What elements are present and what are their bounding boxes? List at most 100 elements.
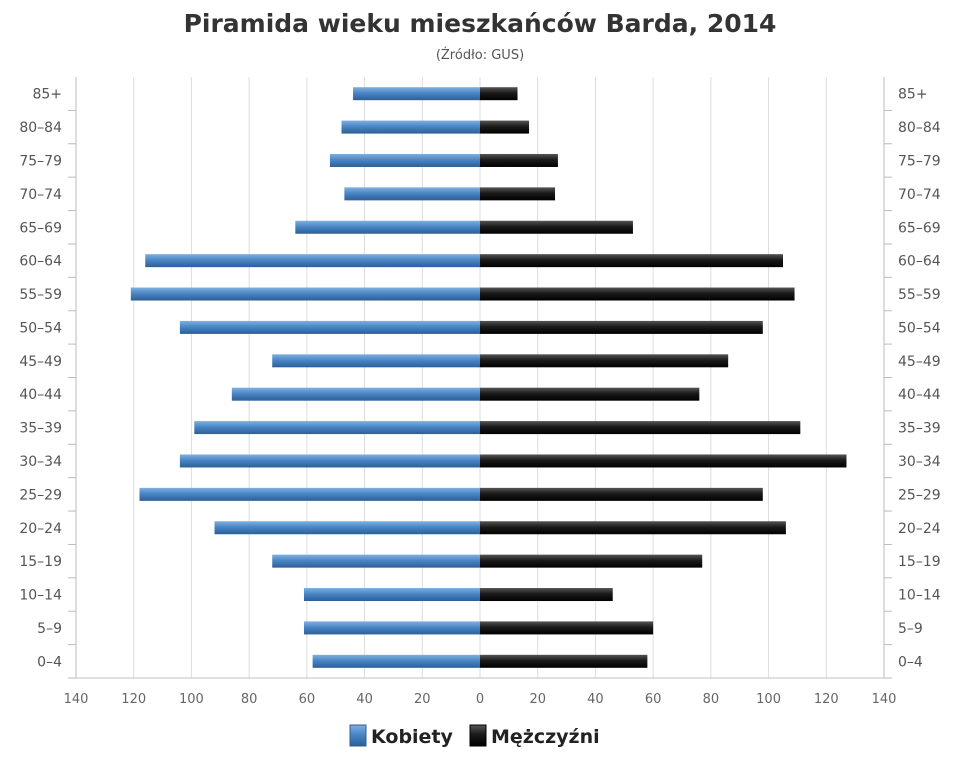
category-label-right: 25–29 bbox=[898, 487, 941, 503]
bar-kobiety bbox=[303, 621, 480, 635]
category-label-right: 30–34 bbox=[898, 454, 941, 470]
category-label-left: 0–4 bbox=[37, 654, 62, 670]
axes bbox=[68, 77, 892, 679]
bar-mezczyzni bbox=[480, 387, 700, 401]
category-label-right: 65–69 bbox=[898, 220, 941, 236]
x-tick-label: 100 bbox=[179, 692, 204, 707]
bar-mezczyzni bbox=[480, 421, 801, 435]
x-tick-labels: 140 120 100 80 60 40 20 0 20 40 60 80 100 120 140 bbox=[64, 692, 897, 707]
category-label-left: 10–14 bbox=[19, 588, 62, 604]
bars bbox=[130, 87, 847, 668]
category-label-left: 45–49 bbox=[19, 354, 62, 370]
gridlines bbox=[75, 77, 885, 678]
category-label-right: 45–49 bbox=[898, 354, 941, 370]
bar-kobiety bbox=[312, 654, 480, 668]
category-label-right: 55–59 bbox=[898, 287, 941, 303]
bar-kobiety bbox=[303, 588, 480, 602]
bar-mezczyzni bbox=[480, 354, 729, 368]
x-tick-label: 120 bbox=[814, 692, 839, 707]
category-label-left: 5–9 bbox=[37, 621, 62, 637]
category-label-left: 80–84 bbox=[19, 120, 62, 136]
bar-mezczyzni bbox=[480, 187, 556, 201]
category-label-right: 80–84 bbox=[898, 120, 941, 136]
bar-kobiety bbox=[130, 287, 481, 301]
category-label-right: 40–44 bbox=[898, 387, 941, 403]
x-tick-label: 20 bbox=[414, 692, 431, 707]
bar-kobiety bbox=[272, 354, 480, 368]
category-label-right: 50–54 bbox=[898, 320, 941, 336]
category-label-left: 15–19 bbox=[19, 554, 62, 570]
bar-kobiety bbox=[145, 254, 480, 268]
bar-kobiety bbox=[344, 187, 480, 201]
bar-kobiety bbox=[179, 320, 480, 334]
x-tick-label: 120 bbox=[121, 692, 146, 707]
bar-kobiety bbox=[272, 554, 480, 568]
legend-swatch-kobiety bbox=[349, 724, 367, 747]
category-label-right: 20–24 bbox=[898, 521, 941, 537]
category-label-left: 30–34 bbox=[19, 454, 62, 470]
category-label-right: 5–9 bbox=[898, 621, 923, 637]
bar-kobiety bbox=[194, 421, 481, 435]
bar-kobiety bbox=[329, 153, 480, 167]
bar-mezczyzni bbox=[480, 521, 786, 535]
bar-mezczyzni bbox=[480, 454, 847, 468]
x-tick-label: 100 bbox=[756, 692, 781, 707]
x-tick-label: 0 bbox=[476, 692, 484, 707]
category-label-left: 55–59 bbox=[19, 287, 62, 303]
bar-kobiety bbox=[214, 521, 480, 535]
x-tick-label: 40 bbox=[356, 692, 373, 707]
bar-kobiety bbox=[139, 487, 480, 501]
bar-mezczyzni bbox=[480, 654, 648, 668]
category-label-right: 60–64 bbox=[898, 254, 941, 270]
category-label-left: 70–74 bbox=[19, 187, 62, 203]
bar-mezczyzni bbox=[480, 220, 633, 234]
category-label-right: 0–4 bbox=[898, 654, 923, 670]
bar-mezczyzni bbox=[480, 621, 654, 635]
legend-swatch-mezczyzni bbox=[469, 724, 487, 747]
category-label-right: 10–14 bbox=[898, 588, 941, 604]
bar-mezczyzni bbox=[480, 287, 795, 301]
bar-kobiety bbox=[341, 120, 480, 134]
bar-mezczyzni bbox=[480, 120, 530, 134]
category-label-left: 25–29 bbox=[19, 487, 62, 503]
x-tick-label: 60 bbox=[299, 692, 316, 707]
category-label-left: 40–44 bbox=[19, 387, 62, 403]
chart-title: Piramida wieku mieszkańców Barda, 2014 bbox=[184, 9, 777, 38]
bar-mezczyzni bbox=[480, 254, 783, 268]
bar-kobiety bbox=[353, 87, 480, 101]
category-label-left: 60–64 bbox=[19, 254, 62, 270]
x-tick-label: 80 bbox=[703, 692, 720, 707]
x-tick-label: 140 bbox=[64, 692, 89, 707]
category-label-right: 15–19 bbox=[898, 554, 941, 570]
x-tick-label: 20 bbox=[529, 692, 546, 707]
category-label-right: 75–79 bbox=[898, 153, 941, 169]
category-label-left: 85+ bbox=[32, 87, 62, 103]
bar-mezczyzni bbox=[480, 554, 703, 568]
bar-mezczyzni bbox=[480, 487, 763, 501]
legend-label-mezczyzni: Mężczyźni bbox=[491, 726, 600, 748]
x-tick-label: 80 bbox=[241, 692, 258, 707]
legend-label-kobiety: Kobiety bbox=[371, 726, 454, 748]
category-label-right: 85+ bbox=[898, 87, 928, 103]
bar-mezczyzni bbox=[480, 153, 558, 167]
bar-mezczyzni bbox=[480, 320, 763, 334]
bar-mezczyzni bbox=[480, 588, 613, 602]
legend: Kobiety Mężczyźni bbox=[349, 724, 600, 748]
x-tick-label: 60 bbox=[645, 692, 662, 707]
category-label-right: 35–39 bbox=[898, 421, 941, 437]
category-labels: 85+ 85+ 80–84 80–84 75–79 75–79 70–74 70–74 65–6… bbox=[19, 87, 940, 671]
category-label-left: 35–39 bbox=[19, 421, 62, 437]
bar-kobiety bbox=[295, 220, 480, 234]
category-label-left: 65–69 bbox=[19, 220, 62, 236]
category-label-left: 50–54 bbox=[19, 320, 62, 336]
bar-kobiety bbox=[231, 387, 480, 401]
category-label-left: 75–79 bbox=[19, 153, 62, 169]
x-tick-label: 40 bbox=[587, 692, 604, 707]
bar-mezczyzni bbox=[480, 87, 518, 101]
chart-subtitle: (Źródło: GUS) bbox=[436, 47, 524, 63]
x-tick-label: 140 bbox=[872, 692, 897, 707]
category-label-right: 70–74 bbox=[898, 187, 941, 203]
category-label-left: 20–24 bbox=[19, 521, 62, 537]
bar-kobiety bbox=[179, 454, 480, 468]
